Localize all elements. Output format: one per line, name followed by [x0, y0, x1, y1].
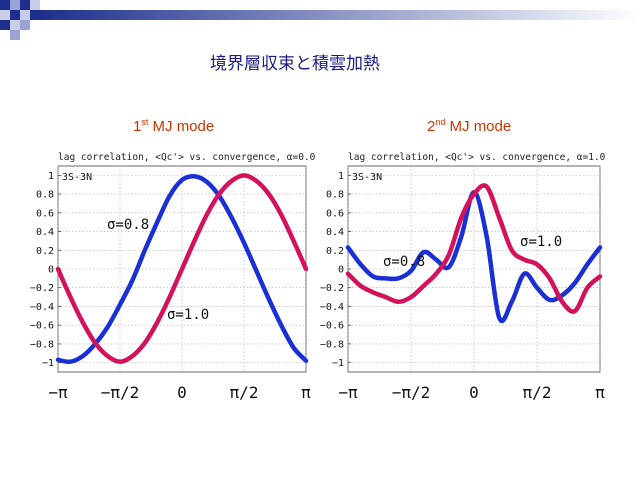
chart-title: lag correlation, <Qc'> vs. convergence, …	[348, 152, 606, 163]
series-line-1	[345, 189, 603, 324]
y-tick-label: −0.8	[320, 339, 344, 350]
gradient-band	[40, 10, 640, 20]
x-tick-label: π/2	[230, 383, 259, 402]
x-tick-label: 0	[469, 383, 479, 402]
y-tick-label: −0.8	[30, 339, 54, 350]
y-tick-label: 0.6	[36, 208, 54, 219]
mode-label-1: 1st MJ mode	[133, 117, 214, 135]
series-label: σ=0.8	[107, 217, 149, 233]
y-tick-label: 0	[48, 265, 54, 276]
y-tick-label: 1	[48, 171, 54, 182]
x-tick-label: π/2	[523, 383, 552, 402]
y-tick-label: 0.6	[326, 208, 344, 219]
x-tick-label: −π	[338, 383, 358, 402]
plot-frame	[57, 165, 307, 373]
y-tick-label: 0.8	[326, 190, 344, 201]
series-line-2	[345, 183, 603, 314]
y-tick-label: −0.6	[30, 321, 54, 332]
chart-2: lag correlation, <Qc'> vs. convergence, …	[320, 152, 606, 402]
series-label: σ=1.0	[167, 307, 209, 323]
y-tick-label: −0.6	[320, 321, 344, 332]
x-tick-label: −π/2	[392, 383, 431, 402]
y-tick-label: 0.8	[36, 190, 54, 201]
y-tick-label: −0.2	[30, 283, 54, 294]
series-line-1	[55, 173, 309, 365]
y-tick-label: −0.2	[320, 283, 344, 294]
region-label: 3S-3N	[62, 172, 92, 183]
plot-frame	[347, 165, 601, 373]
mode-label-1-suffix: MJ mode	[148, 118, 215, 135]
y-tick-label: −0.4	[320, 302, 344, 313]
y-tick-label: 1	[338, 171, 344, 182]
y-tick-label: −1	[332, 358, 344, 369]
mode-label-2-prefix: 2	[427, 118, 436, 135]
y-tick-label: 0.4	[36, 227, 54, 238]
series-line-2	[55, 173, 309, 364]
mode-label-2-suffix: MJ mode	[445, 118, 512, 135]
x-tick-label: π	[301, 383, 311, 402]
y-tick-label: −0.4	[30, 302, 54, 313]
mode-label-1-sup: st	[141, 117, 149, 127]
mode-label-2: 2nd MJ mode	[427, 117, 511, 135]
x-tick-label: π	[595, 383, 605, 402]
mode-label-2-sup: nd	[435, 117, 446, 127]
header-decoration	[0, 0, 640, 40]
series-label: σ=1.0	[520, 234, 562, 250]
y-tick-label: −1	[42, 358, 54, 369]
x-tick-label: 0	[177, 383, 187, 402]
chart-1: lag correlation, <Qc'> vs. convergence, …	[30, 152, 316, 402]
y-tick-label: 0.2	[36, 246, 54, 257]
checker-squares	[0, 0, 40, 40]
slide-title: 境界層収束と積雲加熱	[210, 54, 380, 74]
x-tick-label: −π	[48, 383, 68, 402]
region-label: 3S-3N	[352, 172, 382, 183]
y-tick-label: 0.2	[326, 246, 344, 257]
mode-label-1-prefix: 1	[133, 118, 142, 135]
x-tick-label: −π/2	[101, 383, 140, 402]
y-tick-label: 0.4	[326, 227, 344, 238]
series-label: σ=0.8	[383, 254, 425, 270]
y-tick-label: 0	[338, 265, 344, 276]
chart-title: lag correlation, <Qc'> vs. convergence, …	[58, 152, 316, 163]
